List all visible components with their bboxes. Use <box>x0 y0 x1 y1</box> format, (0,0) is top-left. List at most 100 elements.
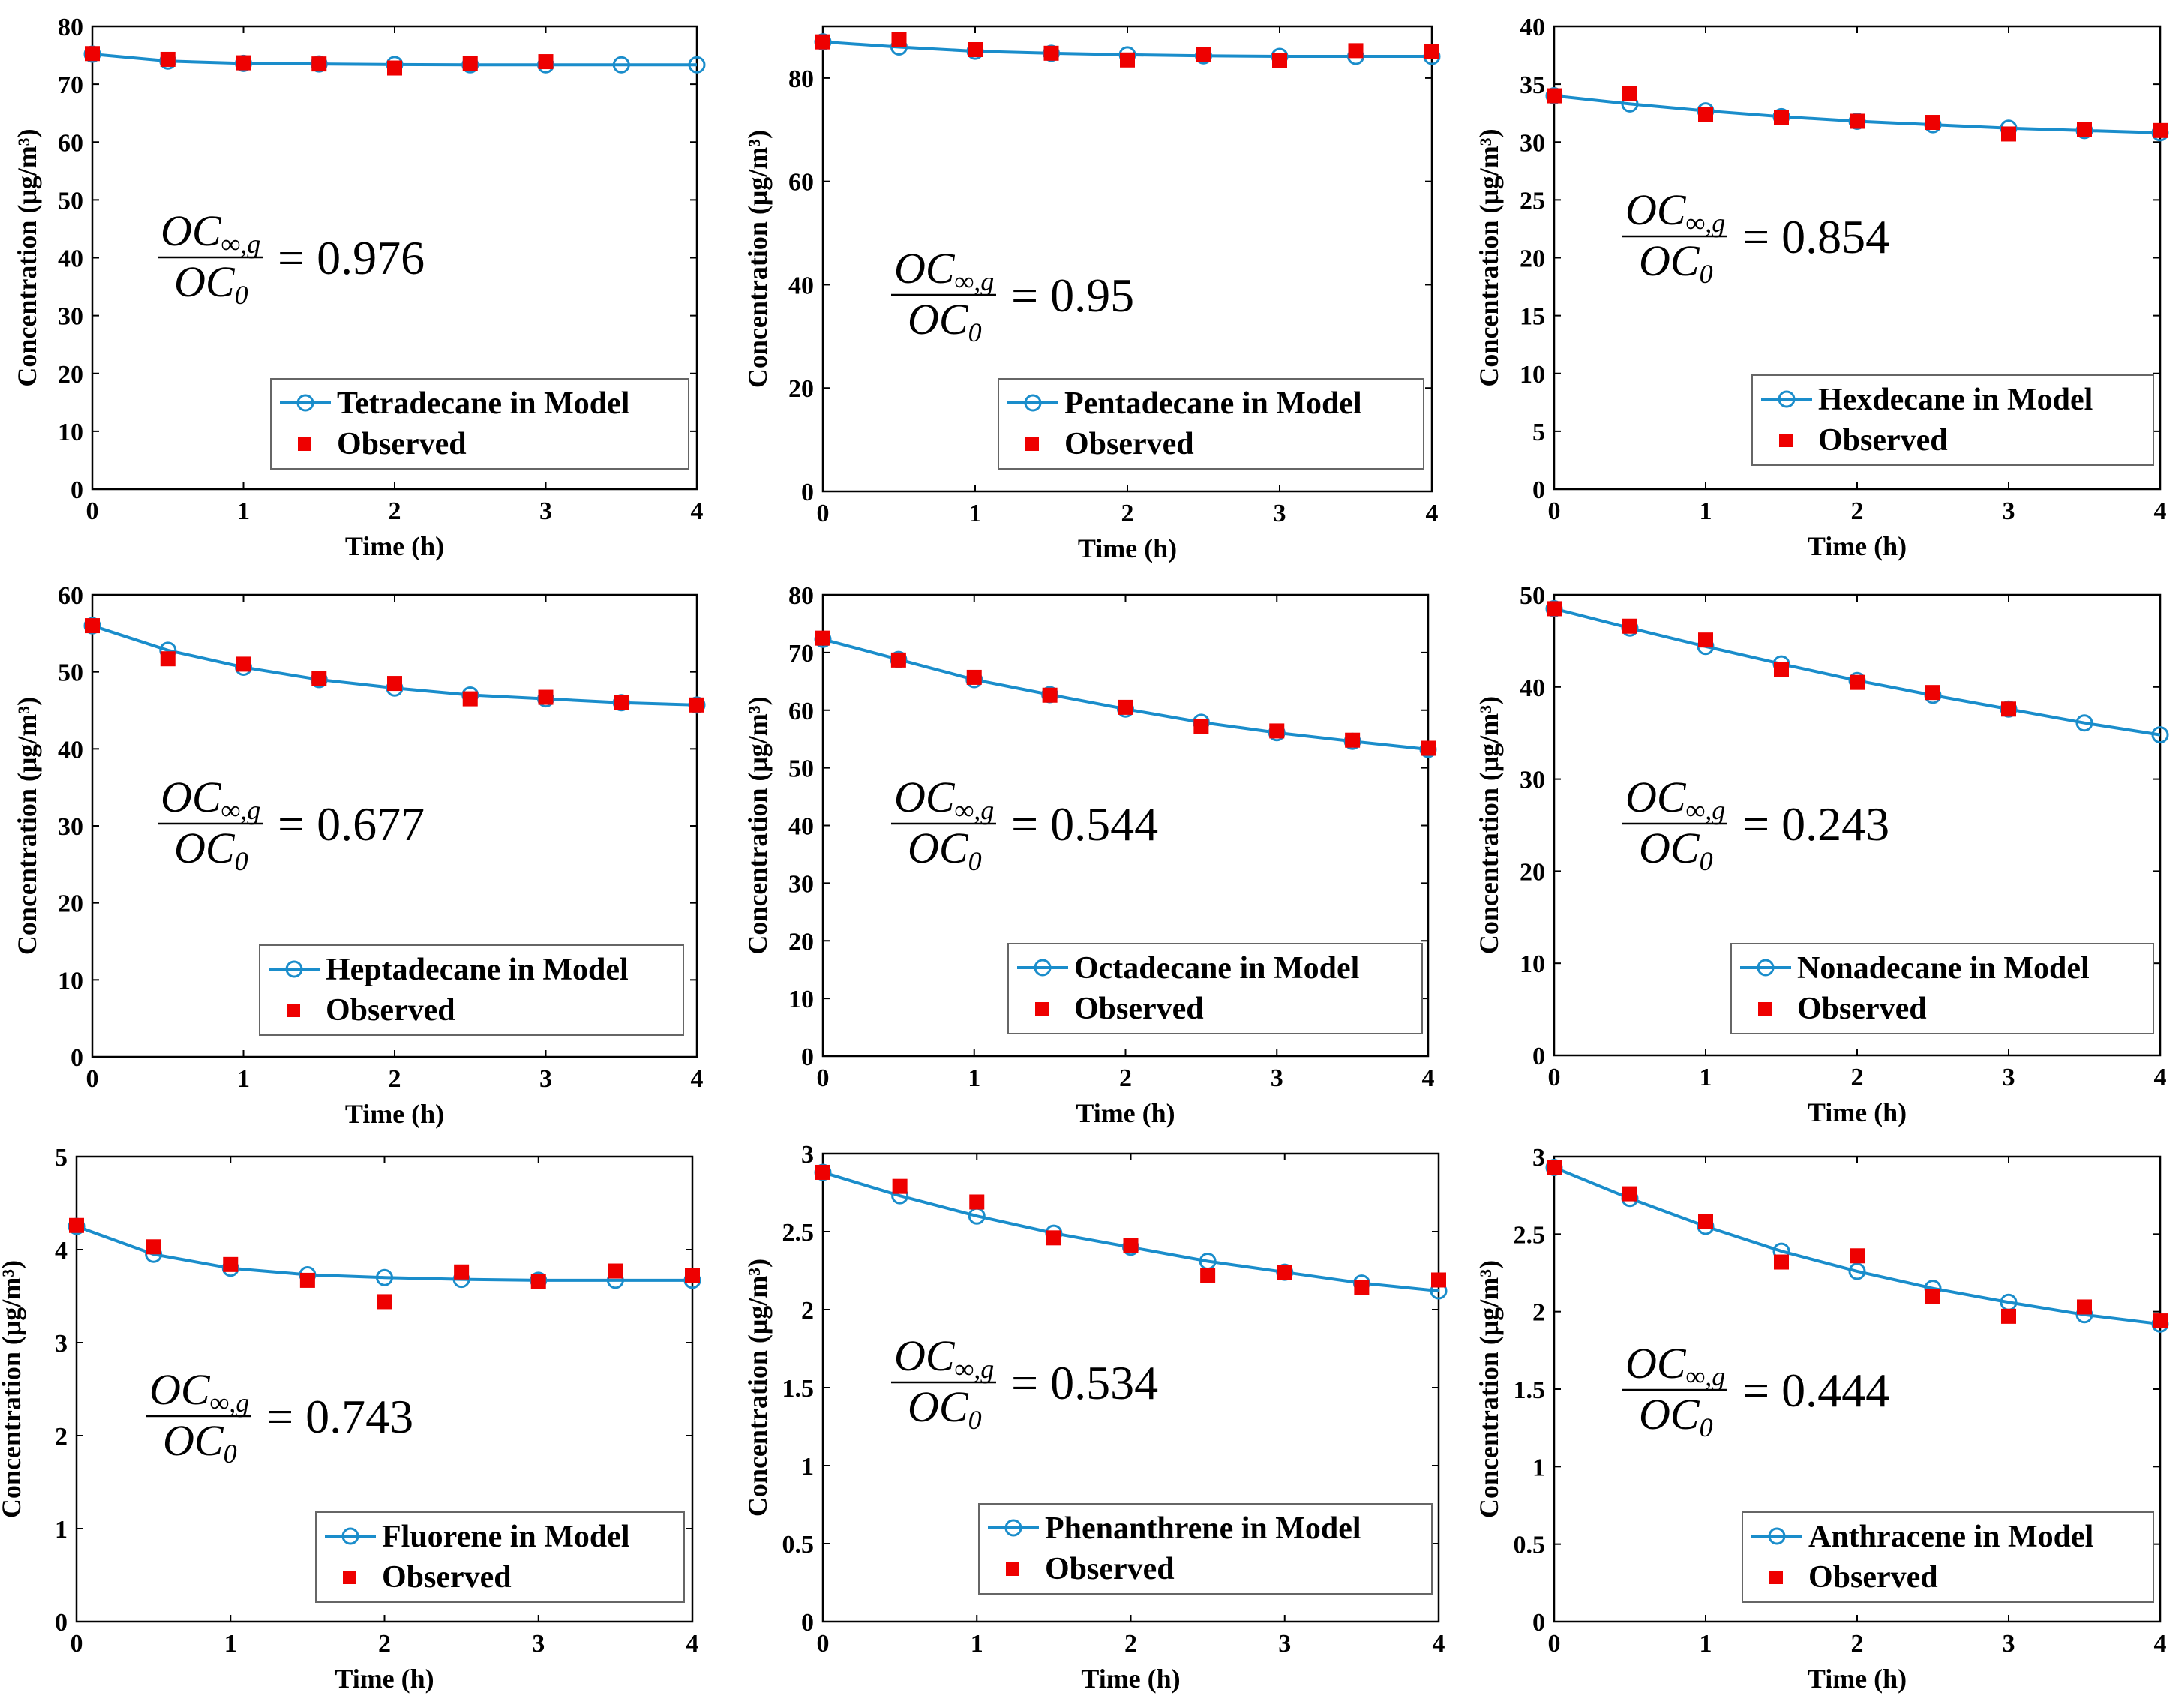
legend: Heptadecane in Model Observed <box>259 944 684 1036</box>
y-tick-label: 20 <box>58 361 83 389</box>
x-axis-label: Time (h) <box>345 531 444 561</box>
y-tick-label: 0 <box>71 476 83 504</box>
observed-point <box>1193 719 1209 734</box>
y-tick-label: 0.5 <box>1514 1532 1546 1559</box>
ratio-numerator: OC∞,g <box>894 244 994 296</box>
ratio-value: = 0.444 <box>1742 1364 1889 1417</box>
y-tick-label: 0 <box>801 479 814 506</box>
legend-model-marker <box>341 1527 359 1545</box>
observed-point <box>387 676 402 692</box>
legend-model-label: Tetradecane in Model <box>337 386 629 421</box>
x-tick-label: 0 <box>817 1064 830 1092</box>
x-tick-label: 2 <box>389 1065 401 1093</box>
y-tick-label: 1 <box>55 1516 68 1544</box>
observed-point <box>1547 601 1562 617</box>
model-point <box>376 1268 393 1286</box>
x-axis-label: Time (h) <box>1081 1664 1180 1694</box>
x-tick-label: 0 <box>1548 1630 1561 1658</box>
ratio-value: = 0.243 <box>1742 797 1889 851</box>
observed-point <box>538 54 554 70</box>
legend-model-marker <box>296 394 314 412</box>
y-axis-label: Concentration (μg/m³) <box>12 128 42 386</box>
y-tick-label: 1 <box>801 1453 814 1481</box>
observed-point <box>2153 1313 2168 1329</box>
observed-point <box>69 1217 84 1233</box>
x-tick-label: 1 <box>237 1065 250 1093</box>
y-tick-label: 40 <box>788 272 814 299</box>
observed-point <box>815 1164 830 1180</box>
observed-point <box>1698 1214 1713 1229</box>
y-tick-label: 3 <box>55 1330 68 1358</box>
observed-point <box>1850 1248 1865 1264</box>
y-tick-label: 0 <box>1532 1043 1545 1070</box>
observed-point <box>815 34 830 50</box>
legend-model-marker <box>285 960 303 978</box>
legend-box <box>315 1511 685 1603</box>
ratio-numerator: OC∞,g <box>1625 773 1725 825</box>
legend-model-marker <box>1004 1519 1022 1537</box>
y-tick-label: 20 <box>788 375 814 403</box>
observed-point <box>608 1263 623 1279</box>
x-tick-label: 3 <box>532 1630 545 1658</box>
x-tick-label: 4 <box>686 1630 699 1658</box>
legend-model-label: Octadecane in Model <box>1074 951 1359 986</box>
legend-observed-label: Observed <box>326 993 455 1028</box>
model-series-line <box>92 624 698 707</box>
chart-panel-7: 0 1 2 3 4 0 1 2 3 4 5 Time (h) Concentration (μg/m³)… <box>0 1144 701 1694</box>
observed-point <box>311 671 327 686</box>
legend-box <box>1751 374 2154 466</box>
y-tick-label: 70 <box>58 71 83 99</box>
y-tick-label: 50 <box>58 659 83 687</box>
legend: Fluorene in Model Observed <box>315 1511 685 1603</box>
y-tick-label: 0 <box>1532 1609 1545 1637</box>
model-series-line <box>822 1171 1439 1293</box>
x-tick-label: 3 <box>539 1065 552 1093</box>
observed-point <box>299 1272 315 1288</box>
legend-observed-label: Observed <box>1797 992 1927 1026</box>
y-axis-label: Concentration (μg/m³) <box>12 697 42 955</box>
x-tick-label: 0 <box>817 1630 830 1658</box>
x-tick-label: 4 <box>1433 1630 1445 1658</box>
x-tick-label: 4 <box>2154 1630 2167 1658</box>
y-tick-label: 3 <box>1532 1144 1545 1172</box>
y-tick-label: 50 <box>788 755 814 783</box>
legend-observed-marker <box>1769 1571 1783 1584</box>
x-tick-label: 0 <box>1548 1064 1561 1091</box>
y-axis-label: Concentration (μg/m³) <box>1474 696 1504 954</box>
observed-point <box>2001 701 2016 717</box>
ratio-denominator: OC0 <box>908 295 982 347</box>
y-tick-label: 70 <box>788 640 814 668</box>
x-tick-label: 1 <box>1700 497 1712 525</box>
ratio-numerator: OC∞,g <box>1625 1339 1725 1391</box>
legend-model-label: Phenanthrene in Model <box>1045 1511 1361 1546</box>
x-tick-label: 1 <box>968 1064 980 1092</box>
legend-model-label: Anthracene in Model <box>1808 1520 2093 1554</box>
ratio-numerator: OC∞,g <box>1625 185 1725 238</box>
ratio-value: = 0.976 <box>278 231 425 284</box>
y-tick-label: 80 <box>788 65 814 93</box>
observed-point <box>1925 1289 1940 1304</box>
x-tick-label: 4 <box>2154 497 2167 525</box>
legend-observed-marker <box>1758 1002 1772 1016</box>
observed-point <box>1850 113 1865 129</box>
observed-point <box>1421 740 1436 756</box>
y-axis-label: Concentration (μg/m³) <box>0 1260 26 1518</box>
legend-box <box>1730 943 2154 1034</box>
x-tick-label: 2 <box>1124 1630 1137 1658</box>
y-tick-label: 30 <box>1520 129 1545 157</box>
x-axis-label: Time (h) <box>1808 1664 1907 1694</box>
ratio-denominator: OC0 <box>1639 236 1713 289</box>
y-tick-label: 60 <box>788 698 814 725</box>
legend-observed-label: Observed <box>1818 423 1948 458</box>
x-tick-label: 2 <box>1851 497 1864 525</box>
x-tick-label: 2 <box>378 1630 391 1658</box>
observed-point <box>1698 107 1713 122</box>
observed-point <box>1774 1254 1789 1270</box>
legend-model-label: Nonadecane in Model <box>1797 951 2090 986</box>
